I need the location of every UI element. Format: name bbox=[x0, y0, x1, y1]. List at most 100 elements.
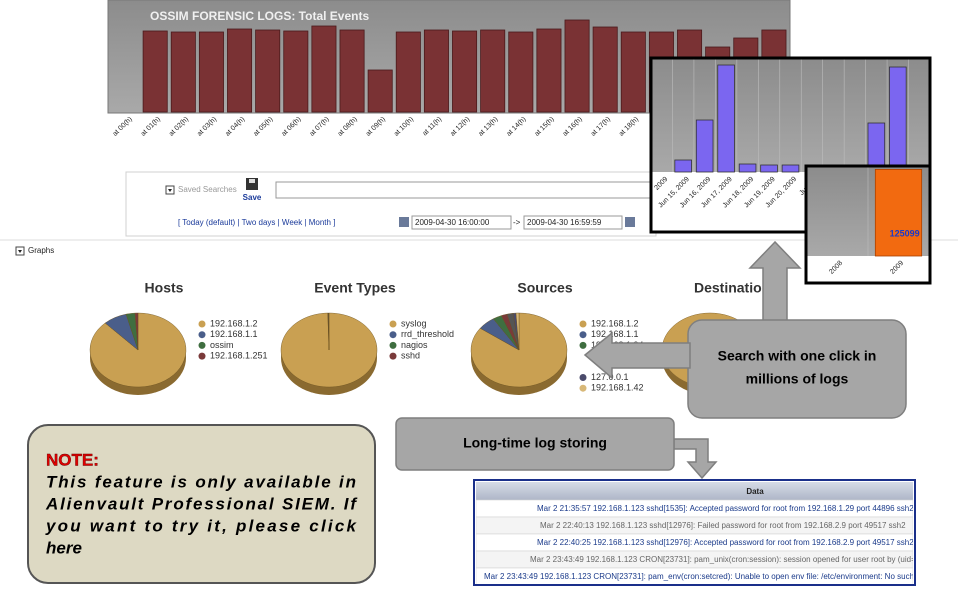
x-tick-label: at 05(h) bbox=[252, 116, 274, 138]
legend-label: sshd bbox=[401, 350, 420, 360]
x-tick-label: at 12(h) bbox=[449, 116, 471, 138]
left-arrow bbox=[583, 331, 691, 380]
bar bbox=[508, 31, 534, 113]
legend-label: 192.168.1.2 bbox=[210, 318, 258, 328]
x-tick-label: at 15(h) bbox=[534, 116, 556, 138]
bar bbox=[674, 159, 692, 173]
calendar-icon[interactable] bbox=[625, 217, 635, 227]
zoom-border bbox=[649, 56, 932, 234]
x-tick-label: at 09(h) bbox=[365, 116, 387, 138]
x-tick-label: at 04(h) bbox=[224, 116, 246, 138]
zoom-plot-bg bbox=[652, 59, 929, 172]
x-tick-label: at 01(h) bbox=[140, 116, 162, 138]
toggle-arrow bbox=[18, 250, 22, 253]
bar bbox=[367, 69, 393, 113]
legend-label: syslog bbox=[401, 318, 427, 328]
bar bbox=[255, 29, 281, 113]
pie-slice bbox=[515, 312, 520, 351]
bar bbox=[695, 119, 714, 173]
legend-label: 192.168.1.2 bbox=[591, 318, 639, 328]
bar bbox=[592, 26, 618, 113]
table-header-text: Data bbox=[746, 487, 764, 496]
bar bbox=[227, 28, 253, 113]
pie-slice bbox=[134, 312, 139, 351]
legend-swatch bbox=[579, 384, 587, 392]
bar bbox=[311, 25, 337, 113]
bar bbox=[564, 19, 590, 113]
calendar-icon[interactable] bbox=[399, 217, 409, 227]
pie-title: Hosts bbox=[145, 280, 184, 296]
legend-swatch bbox=[579, 341, 587, 349]
log-entry: Mar 2 23:43:49 192.168.1.123 CRON[23731]… bbox=[484, 572, 914, 581]
bar bbox=[874, 168, 923, 257]
legend-swatch bbox=[198, 341, 206, 349]
legend-swatch bbox=[389, 341, 397, 349]
storage-callout bbox=[395, 417, 675, 471]
detail-border bbox=[804, 164, 932, 285]
bar bbox=[781, 164, 800, 173]
legend-label: 192.168.1.42 bbox=[591, 383, 644, 393]
date-separator: -> bbox=[513, 218, 521, 227]
value-label: 125099 bbox=[890, 228, 920, 238]
pie-title: Destinations bbox=[694, 280, 778, 296]
legend-swatch bbox=[389, 352, 397, 360]
legend-label: 192.168.1.1 bbox=[591, 329, 639, 339]
x-tick-label: at 13(h) bbox=[477, 116, 499, 138]
saved-searches-label: Saved Searches bbox=[178, 185, 237, 194]
chart-title: OSSIM FORENSIC LOGS: Total Events bbox=[150, 9, 369, 23]
x-tick-label: at 11(h) bbox=[422, 116, 444, 138]
graphs-label: Graphs bbox=[28, 246, 54, 255]
search-input[interactable] bbox=[275, 181, 657, 199]
bar bbox=[395, 31, 421, 113]
x-tick-label: at 06(h) bbox=[281, 116, 303, 138]
bar bbox=[170, 31, 196, 113]
log-entry: Mar 2 21:35:57 192.168.1.123 sshd[1535]:… bbox=[537, 504, 914, 513]
bar bbox=[738, 163, 757, 173]
bar bbox=[717, 64, 735, 173]
table-header bbox=[476, 482, 913, 500]
note-box[interactable] bbox=[27, 424, 376, 584]
bar bbox=[198, 31, 224, 113]
legend-label: nagios bbox=[401, 340, 428, 350]
note-line: This feature is only available in bbox=[46, 472, 356, 491]
legend-label: rrd_threshold bbox=[401, 329, 454, 339]
date-from: 2009-04-30 16:00:00 bbox=[415, 218, 490, 227]
save-icon-label bbox=[249, 179, 255, 183]
bar bbox=[889, 66, 907, 173]
callout-text: Search with one click in bbox=[718, 348, 877, 364]
legend-label: 192.168.1.1 bbox=[210, 329, 258, 339]
pie-title: Event Types bbox=[314, 280, 396, 296]
date-to: 2009-04-30 16:59:59 bbox=[527, 218, 602, 227]
x-tick-label: at 14(h) bbox=[506, 116, 528, 138]
legend-swatch bbox=[579, 320, 587, 328]
legend-swatch bbox=[579, 374, 587, 381]
legend-swatch bbox=[198, 352, 206, 360]
x-tick-label: at 00(h) bbox=[112, 116, 134, 138]
search-callout bbox=[687, 319, 907, 419]
legend-swatch bbox=[579, 331, 587, 339]
x-tick-label: at 16(h) bbox=[562, 116, 584, 138]
legend-swatch bbox=[198, 320, 206, 328]
down-arrow bbox=[673, 438, 718, 480]
bar bbox=[760, 164, 778, 173]
log-entry: Mar 2 23:43:49 192.168.1.123 CRON[23731]… bbox=[530, 555, 923, 564]
x-tick-label: at 07(h) bbox=[309, 116, 331, 138]
date-from-input[interactable] bbox=[411, 215, 512, 230]
bar bbox=[423, 29, 449, 113]
save-link[interactable]: Save bbox=[243, 193, 262, 202]
bar bbox=[339, 29, 365, 113]
x-tick-label: at 02(h) bbox=[168, 116, 190, 138]
log-entry: Mar 2 22:40:13 192.168.1.123 sshd[12976]… bbox=[540, 521, 906, 530]
log-entry: Mar 2 22:40:25 192.168.1.123 sshd[12976]… bbox=[537, 538, 914, 547]
bar bbox=[620, 31, 646, 113]
legend-swatch bbox=[389, 320, 397, 328]
note-line: you want to try it, please click bbox=[45, 516, 358, 535]
x-tick-label: at 18(h) bbox=[618, 116, 640, 138]
bar bbox=[536, 28, 562, 113]
note-line: here bbox=[46, 538, 82, 557]
legend-label: ossim bbox=[210, 340, 234, 350]
callout-text: millions of logs bbox=[746, 371, 849, 387]
date-to-input[interactable] bbox=[523, 215, 623, 230]
range-links[interactable]: [ Today (default) | Two days | Week | Mo… bbox=[178, 218, 335, 227]
callout-text: Long-time log storing bbox=[463, 435, 607, 451]
